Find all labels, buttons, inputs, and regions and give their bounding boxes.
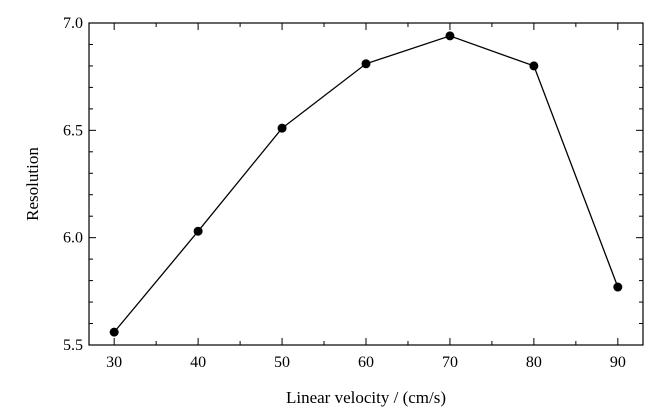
y-tick-label: 6.5	[63, 122, 83, 139]
series-layer	[109, 31, 623, 337]
data-point	[109, 327, 119, 337]
y-tick-label: 6.0	[63, 230, 83, 247]
data-point	[361, 59, 371, 69]
data-point	[445, 31, 455, 41]
y-axis: 5.5 6.0 6.5 7.0	[63, 15, 643, 354]
data-point	[529, 61, 539, 71]
y-tick-label: 7.0	[63, 15, 83, 32]
x-tick-label: 70	[442, 354, 458, 371]
y-tick-label: 5.5	[63, 337, 83, 354]
data-point	[613, 282, 623, 292]
x-tick-label: 90	[610, 354, 626, 371]
x-axis-title: Linear velocity / (cm/s)	[286, 388, 446, 407]
x-tick-label: 80	[526, 354, 542, 371]
x-tick-label: 30	[106, 354, 122, 371]
y-axis-title: Resolution	[23, 147, 42, 221]
data-point	[193, 226, 203, 236]
x-axis: 30 40 50 60 70 80 90	[106, 23, 626, 371]
x-tick-label: 50	[274, 354, 290, 371]
series-line	[113, 35, 619, 333]
data-point	[277, 123, 287, 133]
x-tick-label: 40	[190, 354, 206, 371]
x-tick-label: 60	[358, 354, 374, 371]
plot-frame	[88, 22, 644, 346]
